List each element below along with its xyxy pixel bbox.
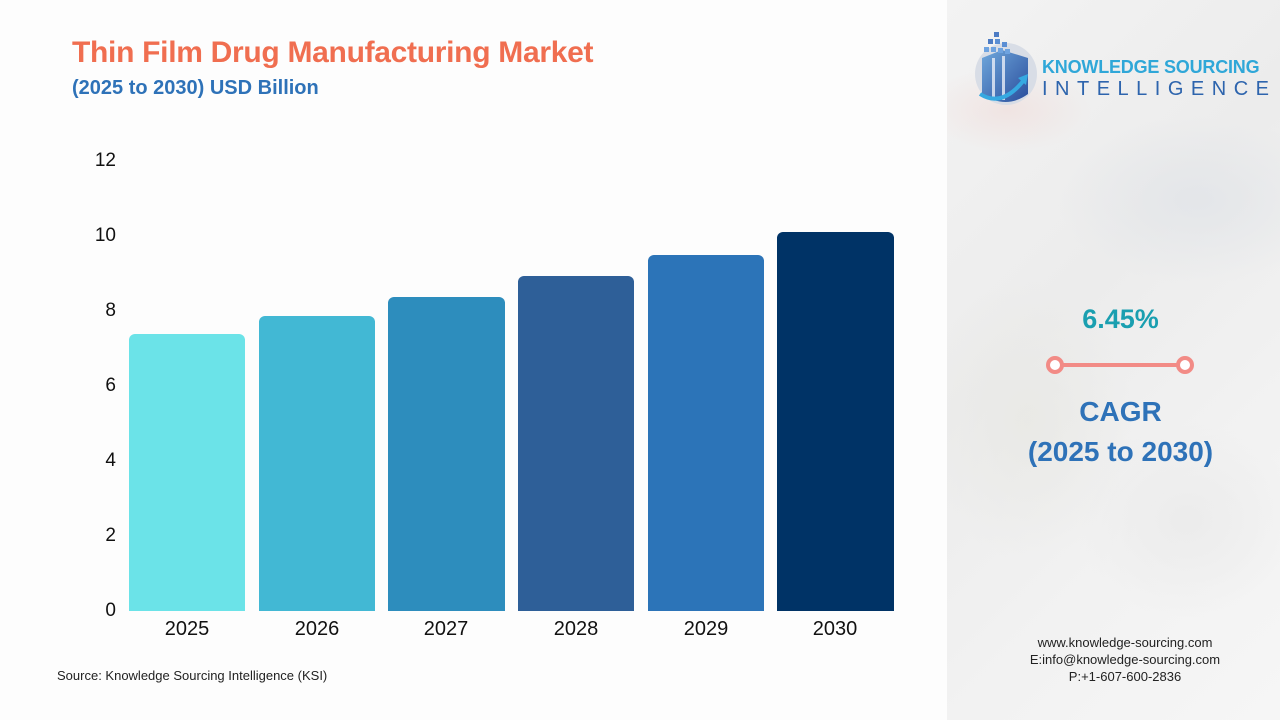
email-link[interactable]: E:info@knowledge-sourcing.com bbox=[1029, 652, 1221, 667]
bar-2028 bbox=[518, 276, 634, 611]
bar-2027 bbox=[388, 296, 505, 611]
y-tick: 10 bbox=[94, 225, 116, 246]
y-tick: 0 bbox=[105, 600, 116, 621]
contact-info: www.knowledge-sourcing.com E:info@knowle… bbox=[1000, 634, 1250, 685]
y-tick: 2 bbox=[105, 525, 116, 546]
x-tick: 2029 bbox=[683, 618, 729, 640]
bar-2029 bbox=[648, 255, 764, 611]
x-tick: 2026 bbox=[294, 618, 340, 640]
ksi-logo-icon bbox=[975, 32, 1037, 105]
cagr-title: CAGR bbox=[1079, 396, 1162, 427]
y-tick: 6 bbox=[105, 375, 116, 396]
cagr-period: (2025 to 2030) bbox=[1027, 436, 1214, 467]
y-tick: 8 bbox=[105, 300, 116, 321]
info-panel bbox=[947, 0, 1280, 720]
x-tick: 2025 bbox=[164, 618, 210, 640]
phone-number: P:+1-607-600-2836 bbox=[1068, 669, 1182, 684]
source-note: Source: Knowledge Sourcing Intelligence … bbox=[57, 668, 328, 683]
cagr-label: CAGR (2025 to 2030) bbox=[947, 392, 1280, 472]
website-link[interactable]: www.knowledge-sourcing.com bbox=[1037, 635, 1213, 650]
logo-text-primary: KNOWLEDGE SOURCING bbox=[1042, 57, 1260, 77]
logo-text-secondary: INTELLIGENCE bbox=[1042, 78, 1277, 100]
bar-2026 bbox=[259, 315, 375, 611]
connector-line-icon bbox=[1046, 356, 1194, 374]
chart-subtitle: (2025 to 2030) USD Billion bbox=[72, 77, 319, 99]
y-tick: 12 bbox=[94, 150, 116, 171]
cagr-value: 6.45% bbox=[1082, 304, 1159, 334]
x-tick: 2028 bbox=[553, 618, 599, 640]
y-tick: 4 bbox=[105, 450, 116, 471]
bar-2030 bbox=[777, 232, 894, 611]
bar-chart: 12 10 8 6 4 2 0 2025 2026 2027 2028 2029… bbox=[94, 150, 894, 640]
chart-title: Thin Film Drug Manufacturing Market bbox=[72, 36, 594, 69]
x-tick: 2027 bbox=[423, 618, 469, 640]
x-tick: 2030 bbox=[812, 618, 858, 640]
bar-2025 bbox=[129, 333, 245, 611]
